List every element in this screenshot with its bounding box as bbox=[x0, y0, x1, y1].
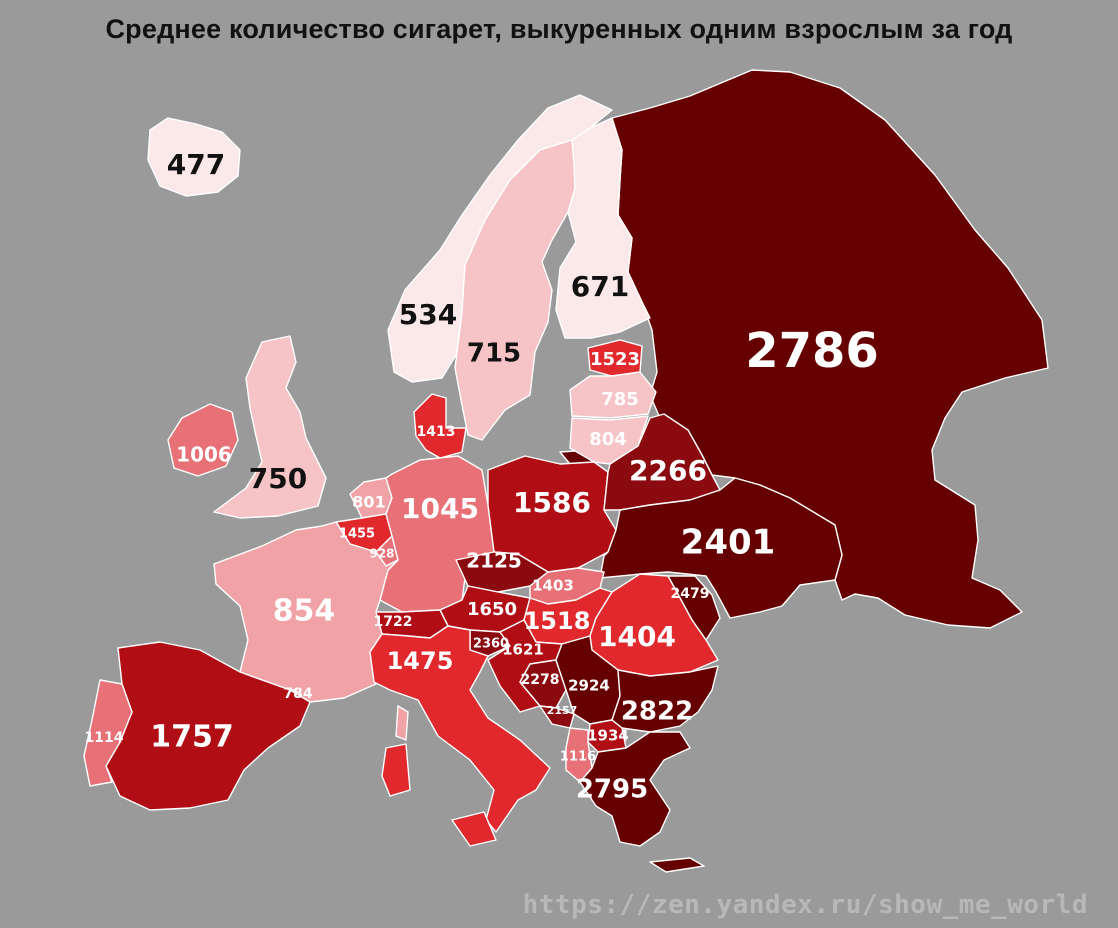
region-sweden bbox=[454, 139, 576, 441]
label-hungary: 1518 bbox=[524, 607, 591, 635]
region-italy-sicily bbox=[451, 811, 497, 847]
label-albania: 1116 bbox=[560, 750, 596, 765]
label-poland: 1586 bbox=[513, 486, 591, 519]
label-lithuania: 804 bbox=[589, 429, 627, 450]
region-france bbox=[213, 521, 399, 703]
label-luxembourg: 928 bbox=[369, 547, 394, 561]
region-ireland bbox=[167, 403, 239, 477]
label-montenegro: 2157 bbox=[547, 704, 578, 717]
region-montenegro bbox=[539, 705, 575, 729]
region-iceland bbox=[147, 117, 241, 197]
label-belarus: 2266 bbox=[629, 454, 707, 487]
label-belgium: 1455 bbox=[339, 527, 375, 542]
region-greece-crete bbox=[649, 857, 705, 873]
watermark-url: https://zen.yandex.ru/show_me_world bbox=[522, 890, 1088, 920]
map-title: Среднее количество сигарет, выкуренных о… bbox=[105, 14, 1013, 44]
region-latvia bbox=[569, 371, 657, 419]
region-denmark bbox=[413, 393, 467, 459]
label-andorra: 784 bbox=[283, 686, 312, 702]
label-italy: 1475 bbox=[387, 647, 454, 675]
label-latvia: 785 bbox=[601, 389, 639, 410]
region-united-kingdom bbox=[213, 335, 327, 519]
label-slovenia: 2360 bbox=[473, 637, 509, 652]
label-czechia: 2125 bbox=[466, 549, 522, 573]
label-north-macedonia: 1934 bbox=[587, 727, 629, 745]
label-switzerland: 1722 bbox=[374, 614, 413, 630]
label-united-kingdom: 750 bbox=[249, 462, 307, 495]
region-finland bbox=[555, 117, 651, 339]
label-austria: 1650 bbox=[467, 599, 517, 620]
label-greece: 2795 bbox=[576, 775, 648, 805]
label-bosnia: 2278 bbox=[521, 672, 560, 688]
region-greece bbox=[579, 731, 691, 847]
label-finland: 671 bbox=[571, 270, 629, 303]
label-estonia: 1523 bbox=[590, 349, 640, 370]
label-slovakia: 1403 bbox=[532, 577, 574, 595]
label-denmark: 1413 bbox=[417, 424, 456, 440]
label-portugal: 1114 bbox=[85, 730, 124, 746]
region-italy-sardinia bbox=[381, 743, 411, 797]
region-italy bbox=[369, 625, 551, 833]
label-germany: 1045 bbox=[401, 492, 479, 525]
label-spain: 1757 bbox=[150, 720, 234, 755]
label-croatia: 1621 bbox=[502, 641, 544, 659]
label-iceland: 477 bbox=[167, 148, 225, 181]
label-norway: 534 bbox=[399, 298, 457, 331]
label-serbia: 2924 bbox=[568, 677, 610, 695]
region-russia bbox=[611, 69, 1049, 629]
label-ukraine: 2401 bbox=[681, 523, 776, 563]
region-portugal bbox=[83, 679, 133, 787]
label-bulgaria: 2822 bbox=[621, 697, 693, 727]
label-russia: 2786 bbox=[745, 323, 879, 379]
region-ukraine bbox=[599, 477, 843, 619]
label-ireland: 1006 bbox=[176, 443, 232, 467]
label-france: 854 bbox=[273, 594, 336, 629]
label-sweden: 715 bbox=[467, 339, 521, 369]
region-france-corsica bbox=[395, 705, 409, 741]
label-moldova: 2479 bbox=[671, 586, 710, 602]
label-netherlands: 801 bbox=[352, 493, 385, 512]
label-romania: 1404 bbox=[598, 620, 676, 653]
region-bulgaria bbox=[611, 665, 719, 733]
